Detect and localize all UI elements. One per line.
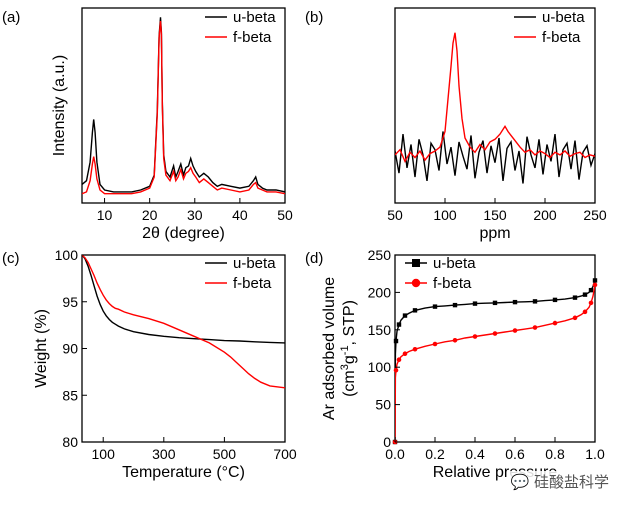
data-point-f-beta [402, 351, 408, 357]
series-line-f-beta [82, 255, 285, 389]
y-tick-label: 200 [368, 284, 392, 300]
data-point-u-beta [512, 299, 518, 305]
data-point-f-beta [588, 300, 594, 306]
x-tick-label: 0.6 [505, 446, 525, 462]
legend-label-f-beta: f-beta [542, 29, 581, 46]
watermark: 💬 硅酸盐科学 [508, 471, 611, 492]
x-tick-label: 0.2 [425, 446, 445, 462]
y-tick-label: 90 [62, 341, 78, 357]
data-point-u-beta [532, 299, 538, 304]
legend-label-u-beta: u-beta [433, 255, 476, 272]
x-tick-label: 100 [92, 446, 116, 462]
y-tick-label: 95 [62, 294, 78, 310]
legend-label-f-beta: f-beta [433, 275, 472, 292]
x-tick-label: 250 [583, 207, 607, 223]
x-tick-label: 30 [187, 207, 203, 223]
plot-frame [81, 7, 286, 204]
data-point-f-beta [432, 341, 438, 347]
legend-label-u-beta: u-beta [542, 9, 585, 26]
data-point-u-beta [452, 302, 458, 308]
x-tick-label: 200 [533, 207, 557, 223]
data-point-u-beta [412, 308, 418, 313]
y-tick-label: 80 [62, 434, 78, 450]
data-point-f-beta [582, 309, 588, 315]
superscript: 3 [339, 364, 351, 370]
series-line-u-beta [82, 17, 285, 193]
data-point-f-beta [452, 337, 458, 343]
panel-label: (a) [2, 9, 20, 26]
data-point-u-beta [552, 297, 558, 303]
x-tick-label: 0.8 [545, 446, 565, 462]
data-point-f-beta [412, 346, 418, 352]
panel-label: (d) [305, 250, 323, 267]
data-point-u-beta [402, 313, 408, 318]
x-tick-label: 50 [387, 207, 403, 223]
legend-label-f-beta: f-beta [233, 275, 272, 292]
x-tick-label: 150 [483, 207, 507, 223]
data-point-f-beta [472, 334, 478, 339]
panel-label: (b) [305, 9, 323, 26]
label-part: g [341, 355, 358, 364]
data-point-u-beta [472, 301, 478, 306]
data-point-u-beta [393, 338, 399, 344]
legend-marker-u-beta [412, 259, 420, 267]
y-tick-label: 150 [368, 322, 392, 338]
data-point-f-beta [512, 328, 518, 333]
legend-label-f-beta: f-beta [233, 29, 272, 46]
series-line-f-beta [82, 20, 285, 195]
x-axis-label: ppm [479, 225, 510, 242]
data-point-u-beta [396, 322, 402, 327]
data-point-u-beta [588, 287, 594, 293]
data-point-f-beta [393, 367, 399, 373]
y-axis-label: Intensity (a.u.) [51, 55, 68, 156]
data-point-u-beta [572, 295, 578, 300]
x-tick-label: 100 [433, 207, 457, 223]
label-part: , STP) [341, 300, 358, 345]
series-line-f-beta [395, 284, 595, 442]
y-tick-label: 100 [368, 359, 392, 375]
y-axis-label-line2: (cm3g-1, STP) [339, 300, 358, 397]
y-axis-label: Weight (%) [33, 309, 50, 388]
panel-label: (c) [2, 250, 20, 267]
data-point-u-beta [432, 304, 438, 309]
data-point-f-beta [592, 282, 598, 288]
legend-marker-f-beta [411, 278, 421, 288]
legend-label-u-beta: u-beta [233, 255, 276, 272]
x-tick-label: 40 [232, 207, 248, 223]
x-tick-label: 0.0 [385, 446, 405, 462]
x-tick-label: 1.0 [585, 446, 605, 462]
y-axis-label-line1: Ar adsorbed volume [321, 277, 338, 420]
superscript: -1 [339, 345, 351, 355]
x-tick-label: 0.4 [465, 446, 485, 462]
y-tick-label: 100 [55, 247, 79, 263]
x-tick-label: 300 [152, 446, 176, 462]
x-tick-label: 20 [142, 207, 158, 223]
series-line-u-beta [395, 280, 595, 442]
x-tick-label: 10 [97, 207, 113, 223]
x-tick-label: 700 [273, 446, 297, 462]
x-tick-label: 500 [213, 446, 237, 462]
data-point-f-beta [532, 325, 538, 330]
label-part: (cm [341, 370, 358, 397]
series-line-f-beta [395, 32, 595, 163]
x-tick-label: 50 [277, 207, 293, 223]
data-point-u-beta [592, 278, 598, 283]
data-point-f-beta [572, 315, 578, 321]
legend-label-u-beta: u-beta [233, 9, 276, 26]
data-point-f-beta [552, 320, 558, 326]
y-tick-label: 0 [383, 434, 391, 450]
data-point-f-beta [492, 331, 498, 336]
series-line-u-beta [82, 255, 285, 344]
y-tick-label: 50 [375, 397, 391, 413]
data-point-u-beta [492, 300, 498, 306]
x-axis-label: Temperature (°C) [122, 464, 245, 481]
x-axis-label: 2θ (degree) [142, 225, 225, 242]
data-point-f-beta [396, 357, 402, 363]
y-tick-label: 85 [62, 387, 78, 403]
series-line-u-beta [395, 131, 595, 184]
y-tick-label: 250 [368, 247, 392, 263]
data-point-u-beta [582, 292, 588, 297]
